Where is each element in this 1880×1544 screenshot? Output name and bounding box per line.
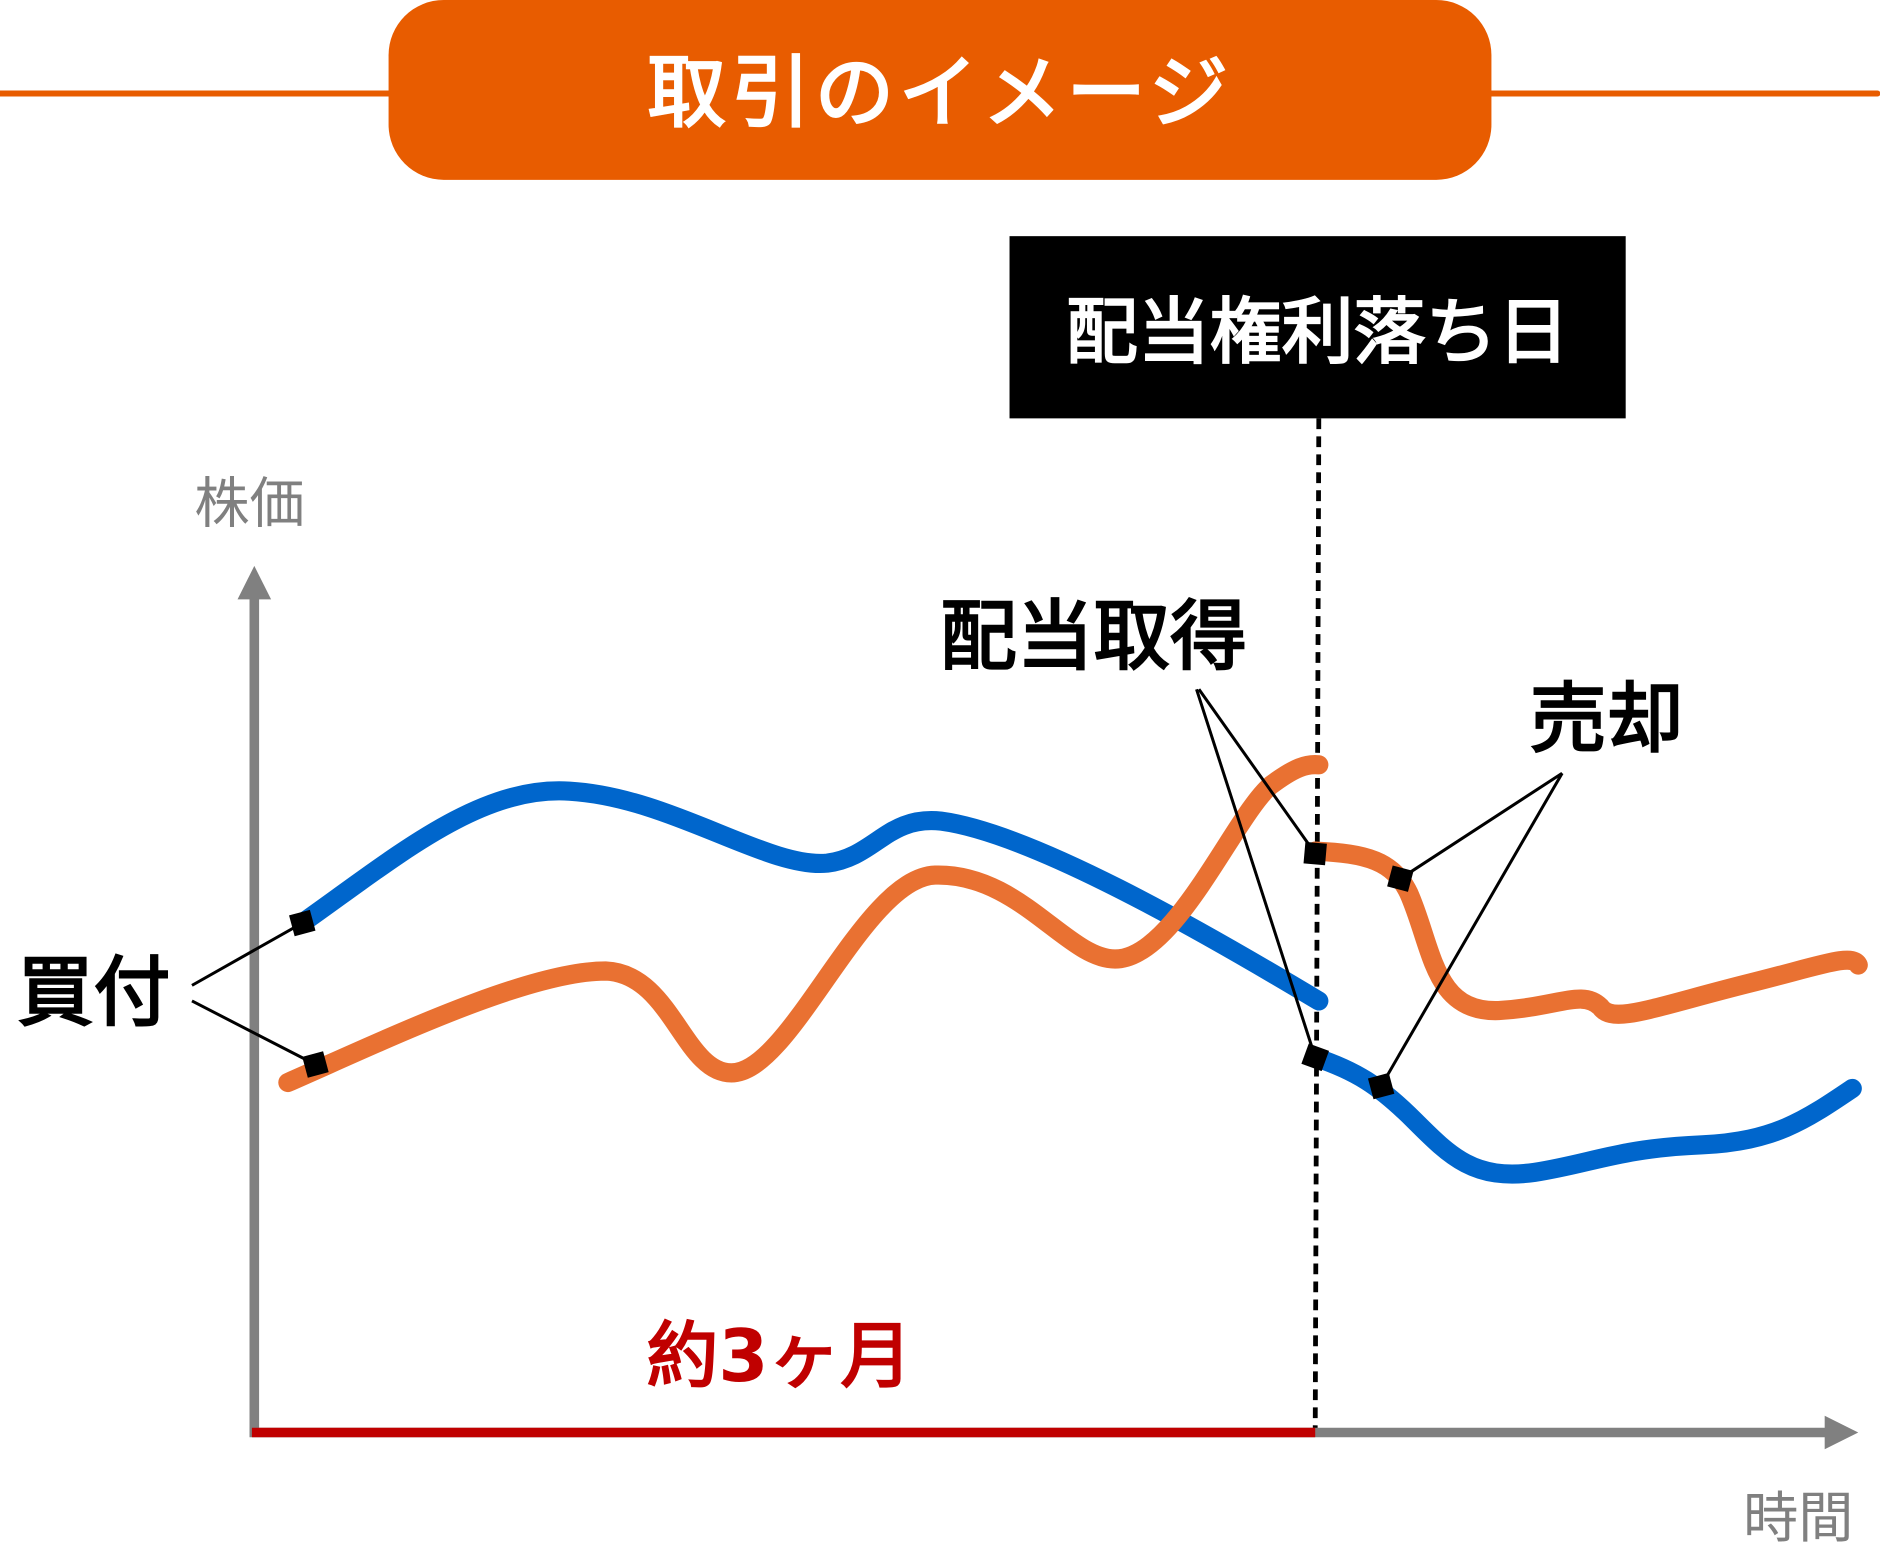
title: 取引のイメージ — [647, 47, 1233, 139]
buy-leader-orange — [191, 999, 317, 1066]
dividend-marker-blue — [1301, 1043, 1330, 1072]
blue-line-after — [1305, 1047, 1862, 1184]
sell-marker-blue — [1367, 1072, 1395, 1100]
sell-marker-orange — [1387, 865, 1414, 892]
ex-dividend-label: 配当権利落ち日 — [1066, 290, 1569, 374]
y-axis-label: 株価 — [194, 473, 304, 537]
title-banner — [388, 0, 1492, 180]
orange-line-before — [278, 755, 1329, 1093]
dividend-marker-orange — [1303, 841, 1327, 866]
blue-line-before — [292, 781, 1329, 1011]
dividend-leader-blue — [1195, 688, 1317, 1058]
buy-leader-blue — [191, 921, 303, 987]
ex-dividend-box — [1009, 236, 1626, 419]
ex-dividend-dotted-line — [1312, 418, 1322, 1433]
buy-marker-blue — [289, 909, 316, 937]
period-label: 約3ヶ月 — [646, 1314, 912, 1398]
sell-leader-orange — [1399, 771, 1563, 880]
buy-label: 買付 — [17, 949, 170, 1038]
y-axis-arrow-icon — [237, 565, 272, 600]
dividend-leader-orange — [1197, 688, 1317, 855]
sell-leader-blue — [1379, 772, 1564, 1087]
buy-marker-orange — [302, 1051, 329, 1078]
x-axis-label: 時間 — [1743, 1487, 1853, 1544]
sell-label: 売却 — [1530, 676, 1683, 765]
x-axis-arrow-icon — [1824, 1415, 1859, 1450]
dividend-label: 配当取得 — [940, 593, 1247, 682]
